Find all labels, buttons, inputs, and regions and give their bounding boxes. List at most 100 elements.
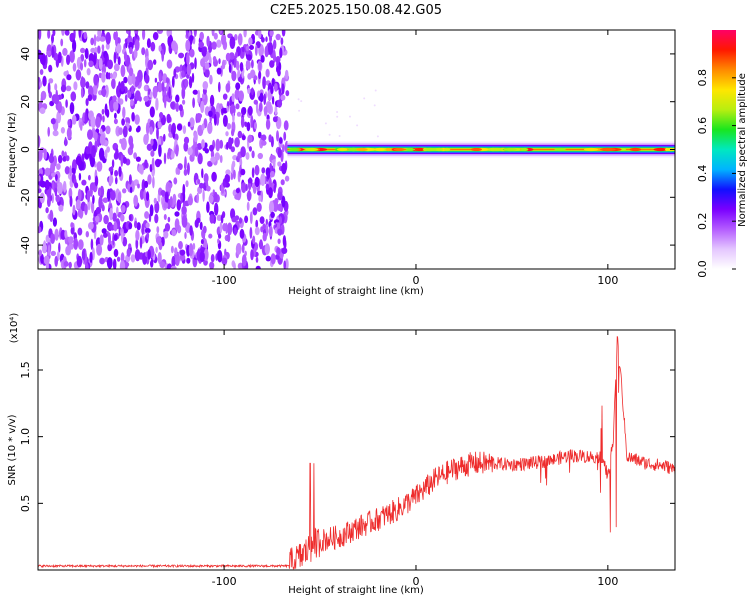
spectrogram-cell	[145, 222, 150, 229]
spectrogram-cell	[123, 51, 128, 62]
spectrogram-cell	[121, 118, 125, 126]
spectrogram-cell	[231, 128, 235, 137]
snr-series-line	[38, 336, 675, 570]
spectrogram-cell	[265, 224, 269, 237]
spectrogram-cell	[184, 78, 189, 88]
spectrogram-cell	[95, 116, 101, 128]
spectrogram-cell	[117, 192, 122, 203]
y-tick-label: 0.5	[19, 495, 32, 513]
spectrogram-cell	[163, 133, 166, 142]
spectrogram-cell	[65, 85, 72, 92]
spectrogram-cell	[205, 68, 210, 78]
spectrogram-cell	[60, 84, 67, 93]
x-tick-label: 100	[597, 274, 618, 287]
spectrogram-cell	[146, 38, 151, 49]
spectrogram-cell	[215, 138, 221, 152]
spectrogram-cell	[39, 192, 45, 204]
spectrogram-cell	[38, 135, 41, 148]
spectrogram-cell	[68, 261, 72, 269]
spectrogram-cell	[66, 127, 72, 140]
spectrogram-cell	[122, 236, 128, 247]
spectrogram-cell	[251, 150, 255, 159]
spectrogram-cell	[257, 30, 262, 39]
spectrogram-cell	[96, 161, 103, 172]
spectrogram-cell	[174, 247, 178, 256]
spectrogram-cell	[43, 148, 48, 160]
spectrogram-cell	[155, 246, 158, 253]
spectrogram-cell	[222, 93, 228, 100]
spectrogram-cell	[120, 252, 125, 263]
spectrogram-cell	[64, 229, 68, 239]
spectrogram-cell	[422, 147, 437, 152]
spectrogram-cell	[265, 183, 270, 191]
spectrogram-cell	[89, 251, 93, 264]
spectrogram-cell	[122, 188, 127, 194]
spectrogram-cell	[106, 188, 111, 202]
spectrogram-cell	[101, 108, 105, 115]
spectrogram-cell	[284, 175, 290, 182]
spectrogram-cell	[265, 255, 271, 262]
y-tick-label: 1.0	[19, 428, 32, 446]
spectrogram-cell	[106, 146, 110, 153]
y-tick-label: 20	[19, 95, 32, 109]
spectrogram-cell	[154, 213, 159, 224]
spectrogram-cell	[55, 174, 58, 181]
spectrogram-cell	[86, 68, 91, 76]
spectrogram-cell	[247, 73, 252, 80]
spectrogram-cell	[189, 48, 195, 58]
spectrogram-cell	[87, 94, 93, 102]
spectrogram-cell	[268, 200, 275, 214]
spectrogram-cell	[234, 137, 240, 148]
spectrogram-cell	[385, 147, 392, 152]
spectrogram-cell	[151, 157, 155, 171]
spectrogram-cell	[134, 249, 141, 262]
spectrogram-cell	[212, 56, 217, 62]
spectrogram-y-ticks: -40 -20 0 20 40	[19, 47, 675, 254]
spectrogram-cell	[199, 31, 204, 41]
spectrogram-cell	[281, 195, 286, 208]
spectrogram-cell	[253, 99, 258, 105]
spectrogram-cell	[50, 118, 56, 125]
spectrogram-cell	[152, 31, 159, 41]
spectrogram-cell	[115, 147, 119, 160]
spectrogram-cell	[77, 188, 82, 202]
spectrogram-cell	[324, 122, 327, 125]
spectrogram-cell	[211, 171, 217, 182]
spectrogram-cell	[56, 110, 62, 124]
spectrogram-cell	[102, 197, 109, 203]
spectrogram-cell	[197, 178, 201, 185]
spectrogram-cell	[102, 30, 105, 35]
spectrogram-cell	[157, 30, 163, 34]
spectrogram-cell	[131, 73, 136, 85]
spectrogram-cell	[305, 147, 319, 152]
spectrogram-cell	[241, 46, 245, 53]
spectrogram-cell	[281, 83, 285, 95]
spectrogram-cell	[583, 147, 599, 152]
spectrogram-cell	[81, 153, 85, 163]
spectrogram-cell	[38, 187, 42, 194]
spectrogram-cell	[114, 170, 119, 177]
spectrogram-cell	[328, 133, 331, 136]
spectrogram-cell	[277, 203, 284, 212]
spectrogram-cell	[196, 113, 203, 119]
spectrogram-cell	[38, 30, 42, 40]
spectrogram-cell	[414, 147, 425, 152]
spectrogram-cell	[70, 226, 75, 235]
spectrogram-cell	[187, 195, 193, 206]
spectrogram-cell	[260, 173, 266, 186]
spectrogram-cell	[158, 45, 162, 52]
spectrogram-cell	[263, 93, 267, 106]
spectrogram-cell	[219, 139, 224, 149]
spectrogram-cell	[176, 199, 182, 211]
spectrogram-cell	[199, 182, 204, 189]
spectrogram-cell	[272, 158, 276, 169]
spectrogram-cell	[207, 160, 213, 167]
spectrogram-cell	[376, 135, 379, 138]
spectrogram-cell	[349, 115, 351, 118]
spectrogram-cell	[54, 228, 59, 241]
spectrogram-cell	[182, 183, 186, 196]
spectrogram-cell	[168, 86, 171, 99]
spectrogram-cell	[159, 112, 164, 119]
spectrogram-cell	[157, 121, 162, 129]
spectrogram-cell	[228, 63, 232, 73]
